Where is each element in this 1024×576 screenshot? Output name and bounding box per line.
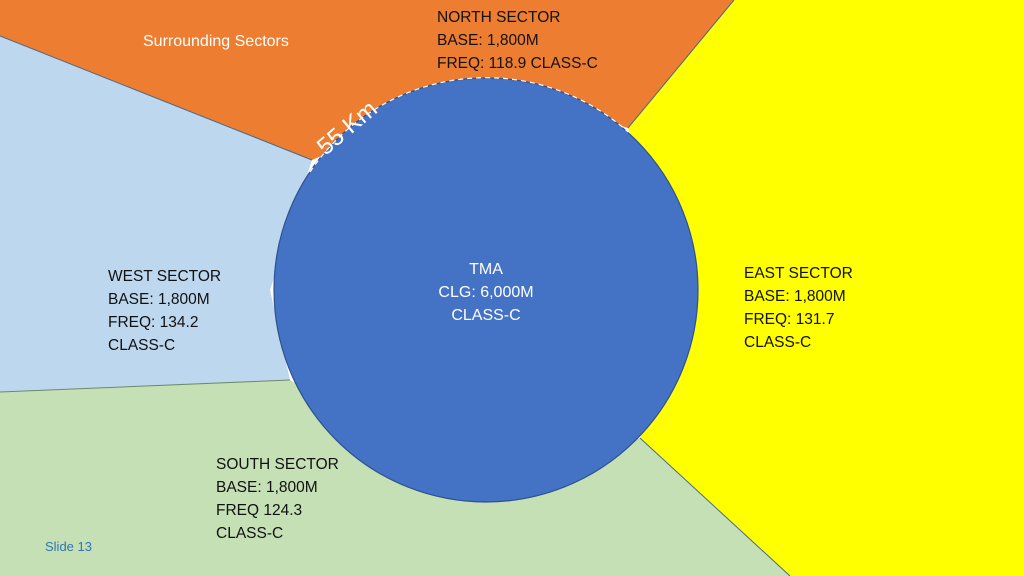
- north-sector-freq: FREQ: 118.9 CLASS-C: [437, 55, 598, 72]
- west-sector-base: BASE: 1,800M: [108, 291, 210, 308]
- east-sector-freq: FREQ: 131.7: [744, 311, 835, 328]
- title-text: Surrounding Sectors: [143, 33, 289, 50]
- south-sector-freq: FREQ 124.3: [216, 502, 303, 519]
- slide-number: Slide 13: [45, 539, 92, 554]
- west-sector-label: WEST SECTOR BASE: 1,800M FREQ: 134.2 CLA…: [108, 265, 221, 357]
- east-sector-label: EAST SECTOR BASE: 1,800M FREQ: 131.7 CLA…: [744, 262, 853, 354]
- west-sector-region: [0, 36, 312, 392]
- east-sector-region: [628, 0, 1024, 576]
- west-south-boundary-line: [0, 379, 291, 393]
- south-sector-class: CLASS-C: [216, 525, 284, 542]
- south-sector-base: BASE: 1,800M: [216, 479, 318, 496]
- east-sector-base: BASE: 1,800M: [744, 288, 846, 305]
- west-sector-freq: FREQ: 134.2: [108, 314, 199, 331]
- west-sector-class: CLASS-C: [108, 337, 176, 354]
- east-sector-class: CLASS-C: [744, 334, 812, 351]
- west-sector-name: WEST SECTOR: [108, 268, 222, 285]
- south-sector-name: SOUTH SECTOR: [216, 456, 339, 473]
- east-south-boundary-line: [639, 437, 791, 576]
- north-sector-base: BASE: 1,800M: [437, 32, 539, 49]
- tma-dashed-arc: [309, 77, 629, 173]
- north-sector-region: [0, 0, 734, 160]
- north-east-boundary-line: [627, 0, 735, 129]
- east-sector-name: EAST SECTOR: [744, 265, 853, 282]
- north-sector-label: NORTH SECTOR BASE: 1,800M FREQ: 118.9 CL…: [437, 6, 598, 75]
- north-west-boundary-line: [0, 35, 313, 161]
- tma-name: TMA: [469, 261, 503, 278]
- south-sector-label: SOUTH SECTOR BASE: 1,800M FREQ 124.3 CLA…: [216, 453, 339, 545]
- tma-label: TMA CLG: 6,000M CLASS-C: [386, 258, 586, 327]
- north-sector-name: NORTH SECTOR: [437, 9, 561, 26]
- tma-ceiling: CLG: 6,000M: [438, 284, 534, 301]
- tma-class: CLASS-C: [451, 307, 521, 324]
- diagram-title: Surrounding Sectors: [143, 30, 289, 53]
